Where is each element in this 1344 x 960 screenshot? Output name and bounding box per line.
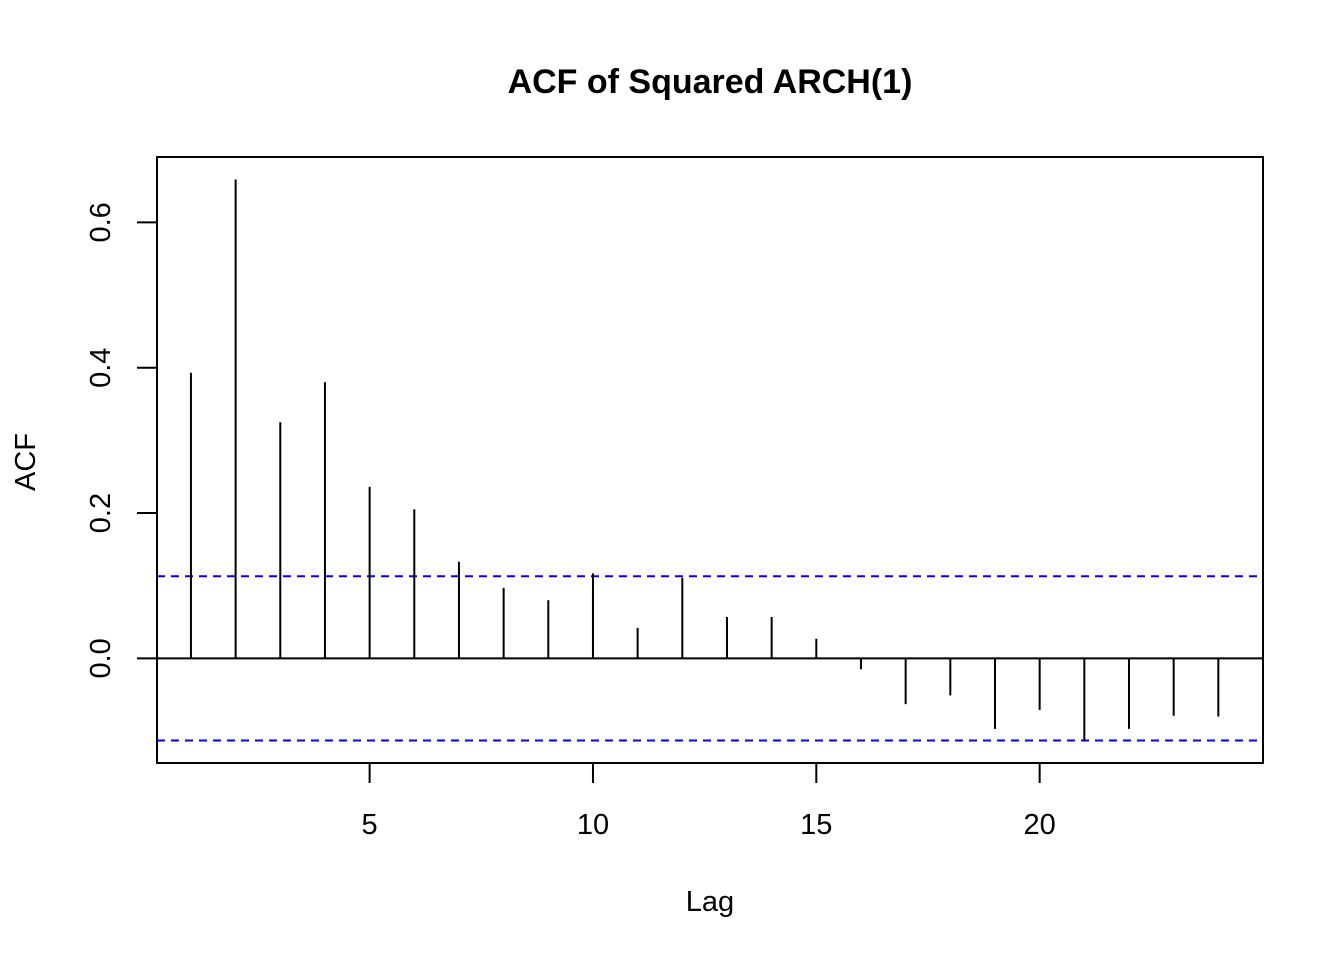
y-tick-label-0: 0.0 bbox=[85, 638, 117, 678]
chart-title: ACF of Squared ARCH(1) bbox=[508, 63, 913, 101]
x-axis-label: Lag bbox=[686, 886, 734, 918]
plot-frame bbox=[156, 156, 1264, 764]
acf-bars bbox=[189, 179, 1220, 741]
x-tick-label-15: 15 bbox=[800, 809, 832, 841]
y-axis: 0.0 0.2 0.4 0.6 bbox=[85, 202, 158, 679]
x-axis: 5 10 15 20 bbox=[362, 762, 1056, 841]
y-tick-label-3: 0.6 bbox=[85, 202, 117, 242]
x-tick-label-10: 10 bbox=[577, 809, 609, 841]
x-tick-label-5: 5 bbox=[362, 809, 378, 841]
y-tick-label-2: 0.4 bbox=[85, 348, 117, 388]
x-tick-label-20: 20 bbox=[1024, 809, 1056, 841]
y-axis-label: ACF bbox=[10, 433, 42, 491]
y-tick-label-1: 0.2 bbox=[85, 493, 117, 533]
confidence-bounds bbox=[157, 575, 1263, 742]
